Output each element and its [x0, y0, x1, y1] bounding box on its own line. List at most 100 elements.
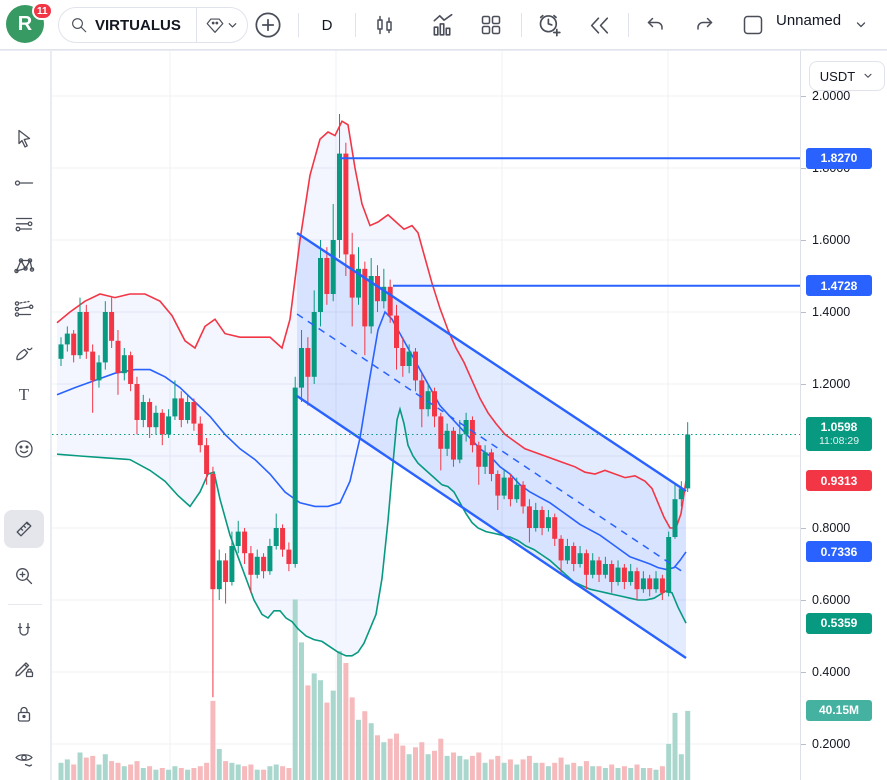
layout-menu-chevron[interactable] — [848, 9, 874, 41]
tool-emoji[interactable] — [4, 430, 44, 468]
candle-body — [659, 578, 665, 593]
symbol-ticker: VIRTUALUS — [95, 16, 181, 34]
tool-fib-retracement[interactable] — [4, 205, 44, 243]
volume-bar — [615, 768, 621, 780]
rail-separator — [8, 604, 42, 605]
candle-body — [545, 517, 551, 528]
tool-brush[interactable] — [4, 334, 44, 372]
volume-label-pill: 40.15M — [806, 699, 872, 721]
price-label-pill: 0.9313 — [806, 470, 872, 492]
volume-bar — [381, 742, 387, 780]
candle-body — [191, 402, 197, 424]
hide-drawings-button[interactable] — [4, 740, 44, 778]
layout-square-icon — [743, 15, 763, 35]
volume-bar — [362, 711, 368, 780]
volume-bar — [58, 762, 64, 780]
candle-body — [204, 445, 210, 474]
interval-label: D — [321, 16, 333, 34]
compare-add-button[interactable] — [252, 9, 284, 41]
volume-bar — [659, 766, 665, 780]
volume-bar — [140, 768, 146, 780]
volume-bar — [394, 733, 399, 780]
user-avatar[interactable]: R 11 — [6, 2, 53, 43]
candle-body — [337, 153, 342, 240]
volume-bar — [273, 764, 279, 780]
volume-bar — [526, 755, 532, 780]
candle-body — [286, 549, 292, 564]
replay-button[interactable] — [583, 9, 615, 41]
volume-bar — [400, 745, 406, 780]
lock-all-drawings-button[interactable] — [4, 695, 44, 733]
avatar-letter: R — [17, 12, 33, 35]
tool-text[interactable]: T — [4, 375, 44, 413]
candle-body — [564, 546, 570, 561]
redo-button[interactable] — [689, 9, 721, 41]
volume-bar — [647, 768, 653, 780]
candle-body — [311, 312, 317, 377]
candle-body — [672, 499, 678, 537]
symbol-search-box[interactable]: VIRTUALUS — [58, 7, 248, 43]
volume-bar — [267, 766, 273, 780]
candle-body — [128, 355, 134, 384]
volume-bar — [602, 768, 608, 780]
toolbar-separator — [628, 13, 629, 37]
candle-body — [457, 434, 463, 460]
price-tick-label: 1.6000 — [812, 233, 851, 247]
channel-lower-line[interactable] — [296, 395, 687, 659]
candle-body — [463, 420, 469, 435]
tool-cursor[interactable] — [4, 120, 44, 158]
volume-bar — [457, 755, 463, 780]
cursor-icon — [18, 129, 31, 148]
indicators-button[interactable] — [427, 9, 459, 41]
chevron-down-icon — [228, 22, 237, 27]
currency-selector-button[interactable]: USDT — [809, 61, 885, 91]
layout-name-label[interactable]: Unnamed — [776, 12, 842, 29]
price-label-pill: 0.5359 — [806, 612, 872, 634]
chart-plot[interactable] — [52, 51, 800, 780]
volume-bar — [134, 761, 140, 780]
candle-body — [526, 506, 532, 528]
tool-xabcd-pattern[interactable] — [4, 247, 44, 285]
candle-body — [482, 452, 488, 467]
alert-button[interactable] — [533, 9, 565, 41]
volume-bar — [71, 764, 77, 780]
volume-bar — [109, 761, 115, 780]
tool-ruler[interactable] — [4, 510, 44, 548]
candle-body — [596, 560, 602, 575]
volume-bar — [330, 690, 336, 780]
volume-bar — [678, 754, 684, 780]
price-tick-label: 0.4000 — [812, 665, 851, 679]
symbol-source-selector[interactable] — [196, 8, 247, 42]
save-layout-button[interactable] — [737, 9, 769, 41]
magnet-mode-button[interactable] — [4, 612, 44, 650]
replay-icon — [590, 16, 608, 34]
candle-body — [590, 560, 596, 575]
tool-zoom-in[interactable] — [4, 557, 44, 595]
volume-bar — [166, 769, 172, 780]
tool-trend-line[interactable] — [4, 164, 44, 202]
volume-bar — [349, 697, 355, 780]
volume-bar — [507, 759, 513, 780]
candle-body — [267, 546, 273, 572]
volume-bar — [564, 764, 570, 780]
stay-in-drawing-mode-button[interactable] — [4, 650, 44, 688]
layout-grid-button[interactable] — [475, 9, 507, 41]
tool-forecast[interactable] — [4, 290, 44, 328]
volume-bar — [96, 764, 102, 780]
volume-bar — [495, 755, 501, 780]
volume-bar — [128, 764, 134, 780]
chart-style-button[interactable] — [369, 9, 401, 41]
volume-bar — [628, 768, 634, 780]
undo-button[interactable] — [639, 9, 671, 41]
volume-bar — [286, 768, 292, 780]
volume-bar — [451, 752, 456, 780]
channel-upper-line[interactable] — [296, 231, 687, 493]
volume-bar — [539, 762, 545, 780]
candle-body — [349, 254, 355, 298]
chart-canvas[interactable]: TradingView — [52, 51, 800, 780]
candle-body — [615, 567, 621, 582]
price-axis[interactable]: 2.00001.80001.60001.40001.20000.80000.60… — [800, 51, 887, 780]
bollinger-basis-line — [56, 310, 687, 571]
candle-body — [96, 362, 102, 381]
interval-button[interactable]: D — [311, 9, 343, 41]
